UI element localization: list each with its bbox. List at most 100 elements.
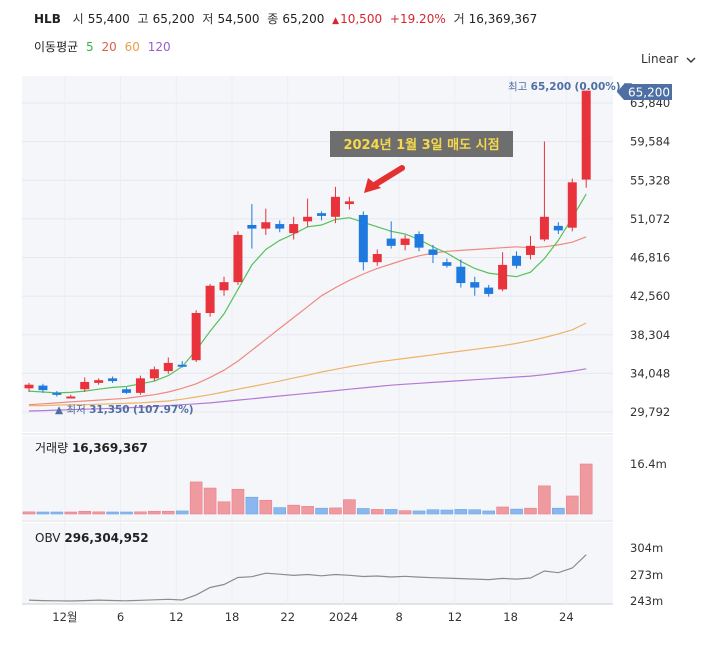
volume-bar bbox=[231, 488, 245, 515]
volume-bar bbox=[273, 507, 287, 515]
candle-body bbox=[163, 362, 173, 372]
candle bbox=[163, 357, 173, 374]
volume-bar bbox=[398, 510, 412, 515]
candle-body bbox=[358, 214, 368, 263]
x-axis-tick: 6 bbox=[117, 610, 124, 624]
candle-body bbox=[525, 245, 535, 255]
candle bbox=[219, 276, 229, 296]
candle bbox=[539, 141, 549, 242]
change-percent: +19.20% bbox=[389, 12, 446, 26]
open-value: 55,400 bbox=[87, 12, 130, 26]
price-axis-tick: 34,048 bbox=[630, 366, 670, 380]
volume-bar bbox=[22, 511, 36, 515]
candle-body bbox=[512, 255, 522, 266]
candle-body bbox=[400, 238, 410, 245]
price-axis-tick: 55,328 bbox=[630, 173, 670, 187]
volume-bar bbox=[175, 510, 189, 515]
obv-axis-tick: 243m bbox=[630, 594, 663, 608]
candle-body bbox=[38, 385, 48, 391]
volume-bar bbox=[552, 507, 565, 515]
volume-bar bbox=[245, 496, 259, 515]
volume-bar bbox=[315, 507, 328, 515]
candle-body bbox=[414, 234, 424, 248]
candle bbox=[581, 90, 591, 188]
high-marker-label: 최고 bbox=[508, 81, 528, 93]
candle bbox=[247, 204, 257, 249]
x-axis-tick: 12 bbox=[448, 610, 463, 624]
x-axis-tick: 24 bbox=[559, 610, 574, 624]
high-marker-pct: (0.00%) bbox=[575, 81, 621, 93]
ma-20-label[interactable]: 20 bbox=[101, 40, 117, 54]
moving-average-legend[interactable]: 이동평균 5 20 60 120 bbox=[34, 38, 175, 55]
candle-body bbox=[24, 384, 34, 389]
volume-bar bbox=[148, 510, 161, 515]
high-value: 65,200 bbox=[152, 12, 195, 26]
x-axis-tick: 18 bbox=[503, 610, 518, 624]
candle-body bbox=[470, 282, 480, 288]
last-price-tag: 65,200 bbox=[617, 84, 672, 100]
candle-body bbox=[275, 224, 285, 229]
open-label: 시 bbox=[72, 12, 84, 26]
volume-bar bbox=[78, 510, 92, 515]
moving-average-ma120 bbox=[28, 368, 587, 412]
volume-bar bbox=[370, 509, 384, 515]
candle-body bbox=[233, 234, 243, 283]
volume-bar bbox=[524, 507, 537, 515]
volume-bar bbox=[579, 463, 593, 515]
candle-body bbox=[219, 282, 229, 291]
candle-body bbox=[191, 313, 201, 361]
candle-body bbox=[80, 381, 90, 390]
price-axis-tick: 59,584 bbox=[630, 135, 670, 149]
sell-point-annotation: 2024년 1월 3일 매도 시점 bbox=[330, 131, 513, 193]
high-label: 고 bbox=[137, 12, 149, 26]
volume-bar bbox=[426, 509, 440, 515]
low-value: 54,500 bbox=[217, 12, 260, 26]
candle-body bbox=[94, 380, 104, 383]
volume-bar bbox=[482, 510, 495, 515]
candle bbox=[38, 383, 48, 393]
ma-5-label[interactable]: 5 bbox=[86, 40, 94, 54]
scale-selector[interactable]: Linear bbox=[641, 52, 696, 66]
low-marker: ▲ 최저 31,350 (107.97%) bbox=[55, 404, 194, 416]
candle bbox=[24, 382, 34, 392]
candle bbox=[135, 375, 145, 395]
volume-bar bbox=[301, 506, 314, 515]
low-marker-pct: (107.97%) bbox=[133, 404, 194, 416]
candle bbox=[525, 235, 535, 260]
volume-bar bbox=[287, 504, 300, 515]
volume-bar bbox=[329, 507, 342, 515]
candle bbox=[344, 196, 354, 210]
low-marker-value: 31,350 bbox=[89, 404, 130, 416]
volume-bar bbox=[259, 499, 273, 515]
low-marker-label: 최저 bbox=[66, 404, 85, 416]
ma-120-label[interactable]: 120 bbox=[147, 40, 171, 54]
low-marker-arrow-icon: ▲ bbox=[55, 404, 64, 416]
candle bbox=[122, 387, 132, 394]
volume-bar bbox=[343, 499, 356, 515]
candle bbox=[372, 249, 382, 266]
volume-bar bbox=[565, 495, 579, 515]
candle bbox=[191, 310, 201, 363]
volume-label: 거 bbox=[453, 12, 465, 26]
change-up-icon: ▲ bbox=[332, 16, 340, 26]
candle-body bbox=[205, 285, 215, 314]
moving-average-ma5 bbox=[28, 193, 587, 394]
ma-60-label[interactable]: 60 bbox=[124, 40, 140, 54]
last-price-tag-value: 65,200 bbox=[628, 86, 670, 100]
arrow-head-icon bbox=[364, 178, 381, 193]
x-axis-tick: 8 bbox=[396, 610, 403, 624]
quote-header: HLB 시 55,400 고 65,200 저 54,500 종 65,200 ▲10,… bbox=[34, 10, 541, 27]
candle bbox=[512, 251, 522, 269]
high-marker-value: 65,200 bbox=[531, 81, 572, 93]
candle-body bbox=[344, 201, 354, 205]
moving-average-ma20 bbox=[28, 236, 587, 406]
candle bbox=[317, 211, 327, 221]
candle bbox=[484, 284, 494, 297]
price-axis-tick: 46,816 bbox=[630, 251, 670, 265]
high-marker: 최고 65,200 (0.00%) ▼ bbox=[508, 81, 633, 93]
price-axis-tick: 51,072 bbox=[630, 212, 670, 226]
candle bbox=[108, 376, 118, 383]
candle-body bbox=[442, 262, 452, 266]
candle bbox=[358, 211, 368, 271]
